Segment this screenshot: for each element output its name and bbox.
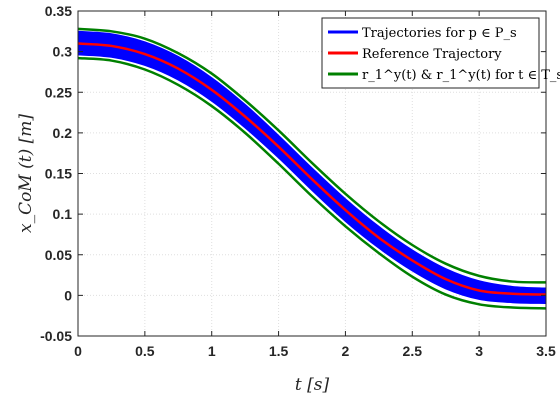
x-tick-label: 0.5 xyxy=(135,343,155,359)
legend: Trajectories for p ∈ P_s Reference Traje… xyxy=(321,17,560,89)
legend-entry-band: Trajectories for p ∈ P_s xyxy=(362,26,517,41)
x-axis-label: t [s] xyxy=(295,375,330,395)
ticks: 0 0.5 1 1.5 2 2.5 3 3.5-0.0500.050.10.150.20.25… xyxy=(40,3,556,359)
upper-bound-line xyxy=(77,27,547,284)
x-tick-label: 2 xyxy=(342,343,350,359)
y-tick-label: 0.05 xyxy=(45,247,72,263)
x-tick-label: 3.5 xyxy=(536,343,556,359)
reference-line xyxy=(77,42,547,296)
y-tick-label: -0.05 xyxy=(40,328,72,344)
x-tick-label: 3 xyxy=(475,343,483,359)
y-tick-label: 0.15 xyxy=(45,166,72,182)
y-tick-label: 0 xyxy=(64,287,72,303)
y-tick-label: 0.25 xyxy=(45,84,72,100)
legend-entry-bounds: r_1^y(t) & r_1^y(t) for t ∈ T_s xyxy=(362,68,560,83)
y-tick-label: 0.35 xyxy=(45,3,72,19)
lower-bound-line xyxy=(77,56,547,310)
y-tick-label: 0.1 xyxy=(53,206,73,222)
plot-area xyxy=(77,27,547,310)
x-tick-label: 1.5 xyxy=(269,343,289,359)
x-tick-label: 0 xyxy=(74,343,82,359)
x-tick-label: 2.5 xyxy=(403,343,423,359)
legend-box xyxy=(321,17,540,89)
y-tick-label: 0.3 xyxy=(53,44,73,60)
y-axis-label: x_CoM (t) [m] xyxy=(16,114,36,233)
x-tick-label: 1 xyxy=(208,343,216,359)
y-tick-label: 0.2 xyxy=(53,125,73,141)
legend-entry-reference: Reference Trajectory xyxy=(362,47,502,62)
